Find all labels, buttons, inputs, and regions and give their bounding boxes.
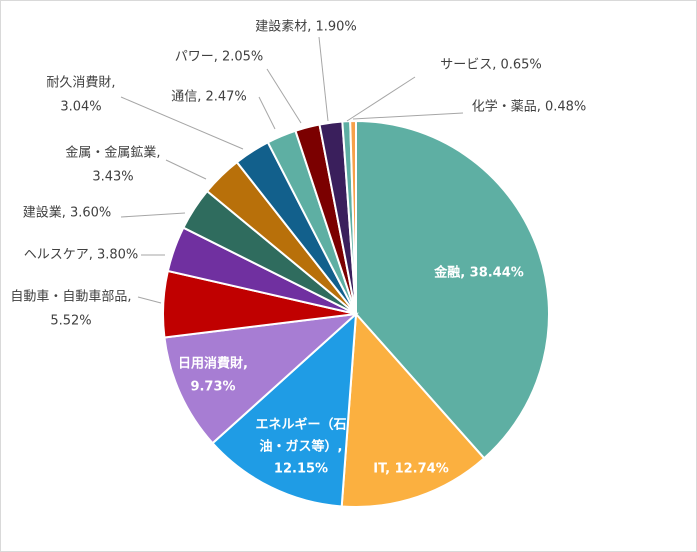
slice-label-4-line-2: 9.73% [190,380,235,395]
slice-label-5-line-1: 自動車・自動車部品, [10,290,131,305]
slice-label-5-line-2: 5.52% [50,314,91,329]
leader-line-7 [120,212,186,218]
slice-label-4-line-1: 日用消費財, [178,356,248,372]
leader-line-12 [318,36,329,122]
leader-line-10 [258,96,276,130]
slice-label-14-line-1: 化学・薬品, 0.48% [472,99,587,115]
slice-label-8-line-1: 金属・金属鉱業, [65,145,160,161]
pie-slice-4 [163,312,360,445]
slice-label-3-line-1: エネルギー（石 [255,417,346,433]
leader-line-5 [137,296,162,304]
slice-label-6-line-1: ヘルスケア, 3.80% [24,248,139,263]
slice-label-11-line-1: パワー, 2.05% [175,50,264,65]
slice-label-10-line-1: 通信, 2.47% [171,90,247,105]
slice-label-12-line-1: 建設素材, 1.90% [255,19,357,35]
leader-line-11 [266,68,302,124]
slice-label-13-line-1: サービス, 0.65% [440,58,542,73]
pie-slice-3 [211,311,358,508]
pie-slice-2 [340,311,486,508]
slice-label-3-line-2: 油・ガス等）, [260,439,343,455]
leader-line-8 [165,159,207,180]
slice-label-2-line-1: IT, 12.74% [373,462,448,477]
slice-label-8-line-2: 3.43% [92,170,133,185]
slice-label-7-line-1: 建設業, 3.60% [23,205,112,221]
leader-line-14 [352,112,464,120]
slice-label-1-line-1: 金融, 38.44% [433,265,524,281]
slice-label-9-line-2: 3.04% [60,100,101,115]
slice-label-9-line-1: 耐久消費財, [46,76,115,91]
leader-line-9 [120,96,244,150]
leader-line-13 [346,76,416,122]
pie-slice-14 [349,119,357,315]
pie-slice-1 [355,119,550,460]
slice-label-3-line-3: 12.15% [274,462,328,477]
